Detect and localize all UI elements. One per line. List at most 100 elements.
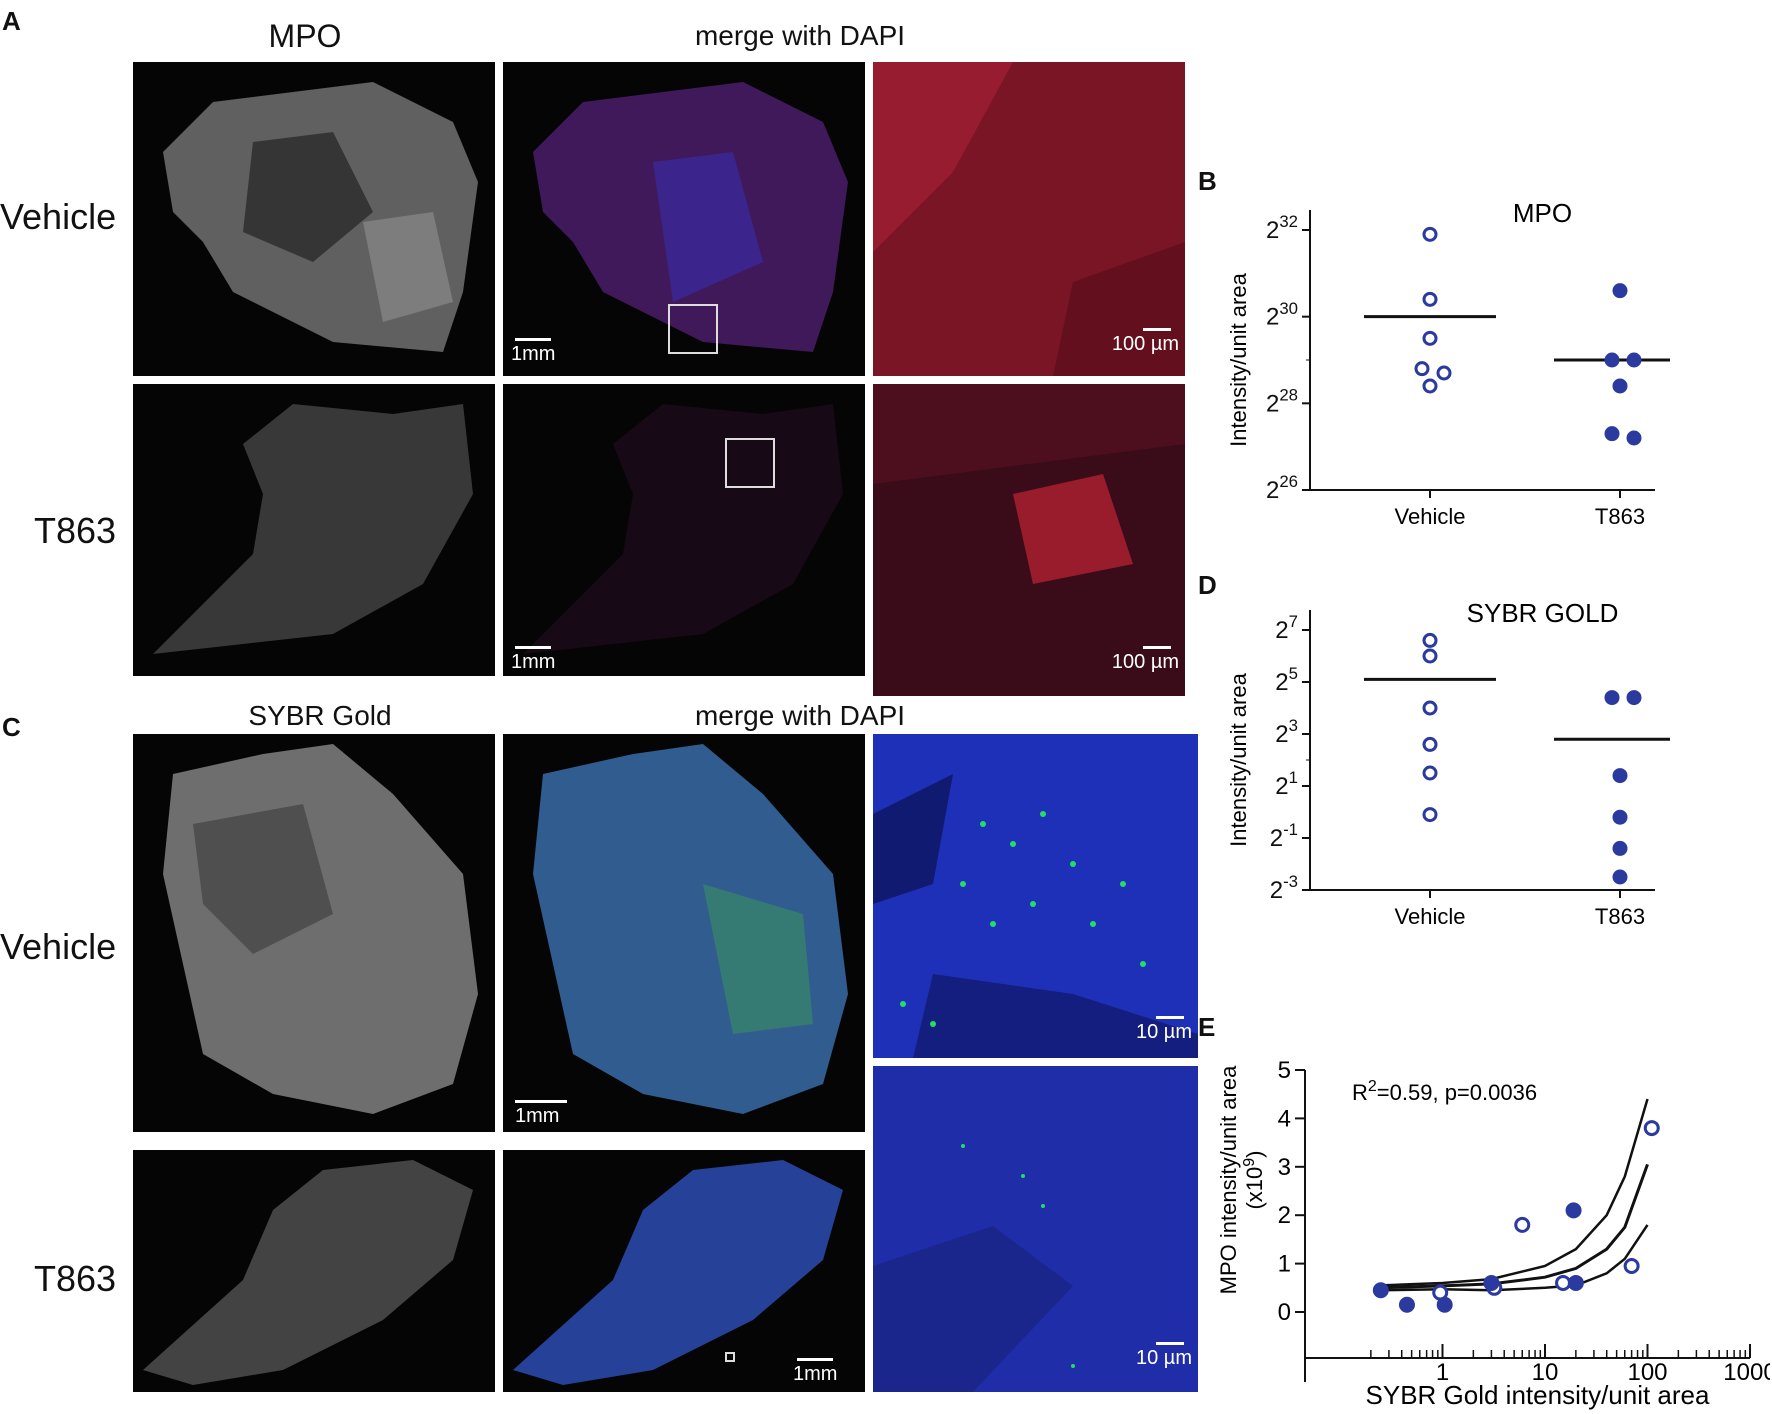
zoom-box (668, 304, 718, 354)
fit-curve (1380, 1163, 1649, 1290)
panel-a-row-vehicle: Vehicle (0, 196, 117, 237)
y-tick-label: 0 (1278, 1299, 1291, 1326)
mpo-zoom-t863-image: 100 µm (873, 384, 1185, 696)
sybr-zoom-vehicle-image: 10 µm (873, 734, 1198, 1058)
panel-c-col-sybr: SYBR Gold (248, 700, 392, 731)
data-point (1398, 1296, 1415, 1313)
zoom-box (725, 1352, 735, 1362)
sybr-merge-t863-image: 1mm (503, 1150, 865, 1392)
scale-bar-10um: 10 µm (1136, 1342, 1192, 1370)
y-tick-label: 5 (1278, 1057, 1291, 1084)
mpo-zoom-vehicle-image: 100 µm (873, 62, 1185, 376)
panel-b-letter: B (1198, 166, 1217, 196)
data-point (1422, 632, 1438, 648)
x-tick-label: 1000 (1723, 1359, 1770, 1386)
data-point (1422, 765, 1438, 781)
mpo-t863-image (133, 384, 495, 676)
data-point (1436, 1296, 1453, 1313)
data-point (1372, 1282, 1389, 1299)
y-tick-label: 27 (1275, 612, 1298, 644)
data-point (1422, 226, 1438, 242)
y-tick-label: 232 (1266, 212, 1298, 244)
y-axis-label: Intensity/unit area (1226, 672, 1251, 846)
y-tick-label: 21 (1275, 768, 1298, 800)
chart-title: MPO (1513, 198, 1572, 228)
data-point (1436, 365, 1452, 381)
panel-a-row-t863: T863 (34, 510, 117, 551)
data-point (1565, 1202, 1582, 1219)
panel-a-col-mpo: MPO (268, 18, 342, 54)
chart-title: SYBR GOLD (1467, 598, 1619, 628)
data-point (1626, 430, 1642, 446)
mpo-merge-vehicle-image: 1mm (503, 62, 865, 376)
scale-bar-1mm: 1mm (515, 1100, 567, 1128)
chart-e-svg: 0 1 2 3 4 5 1 10 100 1000 SYBR Gold intensity/unit… (1216, 1057, 1770, 1410)
scale-bar-1mm: 1mm (511, 646, 555, 674)
data-point (1612, 283, 1628, 299)
y-tick-label: 1 (1278, 1251, 1291, 1278)
data-point (1422, 330, 1438, 346)
data-point (1555, 1274, 1572, 1291)
x-tick-label: Vehicle (1395, 904, 1466, 929)
y-tick-label: 25 (1275, 664, 1298, 696)
scale-bar-100um: 100 µm (1112, 328, 1179, 356)
y-tick-label: 3 (1278, 1154, 1291, 1181)
sybr-zoom-t863-image: 10 µm (873, 1066, 1198, 1392)
y-tick-label: 2 (1278, 1202, 1291, 1229)
ci-upper-curve (1380, 1098, 1649, 1287)
zoom-box (725, 438, 775, 488)
chart-d: SYBR GOLD 27 25 23 21 2-1 2-3 Vehicle T863 Intens… (1210, 580, 1670, 940)
y-tick-label: 230 (1266, 299, 1298, 331)
mpo-vehicle-image (133, 62, 495, 376)
panel-c-row-t863: T863 (34, 1258, 117, 1299)
sybr-t863-image (133, 1150, 495, 1392)
x-tick-label: T863 (1595, 504, 1645, 529)
data-point (1422, 736, 1438, 752)
data-point (1604, 690, 1620, 706)
data-point (1643, 1120, 1660, 1137)
data-point (1626, 690, 1642, 706)
data-point (1514, 1216, 1531, 1233)
data-point (1604, 426, 1620, 442)
data-point (1612, 809, 1628, 825)
x-tick-label: 10 (1532, 1359, 1559, 1386)
scale-bar-100um: 100 µm (1112, 646, 1179, 674)
x-tick-label: T863 (1595, 904, 1645, 929)
data-point (1612, 768, 1628, 784)
panel-e-letter: E (1198, 1012, 1216, 1042)
fit-annotation: R2=0.59, p=0.0036 (1352, 1078, 1537, 1105)
panel-a-col-merge: merge with DAPI (694, 20, 906, 51)
chart-b-svg: MPO 232 230 228 226 Vehicle T863 Intensity/unit… (1226, 198, 1670, 529)
scale-bar-1mm: 1mm (793, 1358, 837, 1386)
y-tick-label: 2-1 (1270, 820, 1298, 852)
y-tick-label: 23 (1275, 716, 1298, 748)
y-tick-label: 226 (1266, 472, 1298, 504)
data-point (1483, 1274, 1500, 1291)
data-point (1422, 807, 1438, 823)
sybr-merge-vehicle-image: 1mm (503, 734, 865, 1132)
data-point (1422, 700, 1438, 716)
scale-bar-1mm: 1mm (511, 338, 555, 366)
x-tick-label: Vehicle (1395, 504, 1466, 529)
data-point (1604, 352, 1620, 368)
x-tick-label: 1 (1436, 1359, 1449, 1386)
chart-d-svg: SYBR GOLD 27 25 23 21 2-1 2-3 Vehicle T863 Intens… (1226, 598, 1670, 929)
y-axis-label-line2: (x109) (1241, 1150, 1267, 1209)
scale-bar-10um: 10 µm (1136, 1016, 1192, 1044)
data-point (1626, 352, 1642, 368)
y-axis-label: Intensity/unit area (1226, 272, 1251, 446)
y-tick-label: 228 (1266, 386, 1298, 418)
panel-c-col-merge: merge with DAPI (694, 700, 906, 731)
data-point (1612, 869, 1628, 885)
y-tick-label: 2-3 (1270, 872, 1298, 904)
panel-d-letter: D (1198, 570, 1217, 600)
data-point (1612, 840, 1628, 856)
x-tick-label: 100 (1627, 1359, 1667, 1386)
panel-c-letter: C (2, 712, 21, 742)
y-axis-label-line1: MPO intensity/unit area (1216, 1065, 1241, 1294)
panel-c-row-vehicle: Vehicle (0, 926, 117, 967)
data-point (1623, 1258, 1640, 1275)
data-point (1567, 1274, 1584, 1291)
chart-e: 0 1 2 3 4 5 1 10 100 1000 SYBR Gold intensity/unit… (1210, 1040, 1770, 1414)
data-point (1422, 648, 1438, 664)
